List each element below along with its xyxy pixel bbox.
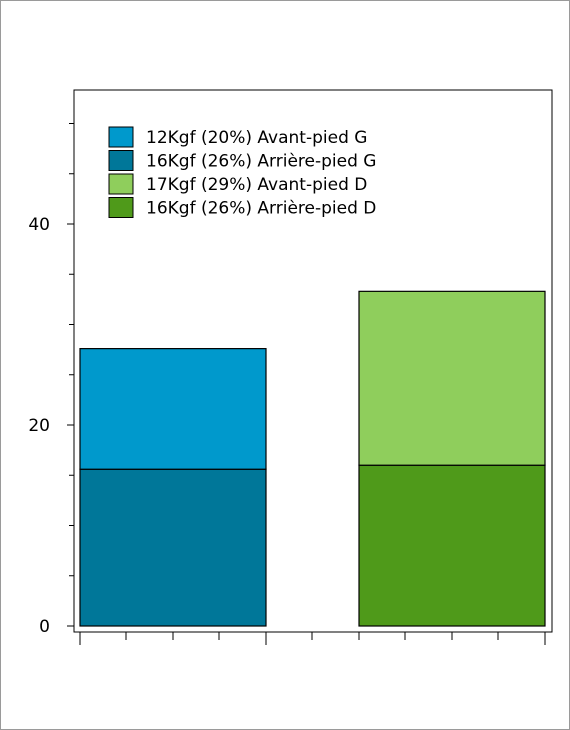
x-axis bbox=[79, 632, 546, 645]
legend-label-17kgf-29-avant-pied-d: 17Kgf (29%) Avant-pied D bbox=[146, 175, 367, 195]
bar-segment-16kgf-26-arri-re-pied-d bbox=[358, 464, 546, 627]
legend: 12Kgf (20%) Avant-pied G 16Kgf (26%) Arri… bbox=[108, 126, 376, 219]
legend-swatch-12kgf-20-avant-pied-g bbox=[108, 126, 134, 148]
y-axis: 0 20 40 bbox=[28, 123, 74, 637]
bars-group bbox=[79, 290, 546, 627]
bar-segment-16kgf-26-arri-re-pied-g bbox=[79, 468, 267, 627]
bar-segment-17kgf-29-avant-pied-d bbox=[358, 290, 546, 466]
y-tick-label: 40 bbox=[28, 215, 50, 235]
legend-label-12kgf-20-avant-pied-g: 12Kgf (20%) Avant-pied G bbox=[146, 128, 367, 148]
bar-segment-12kgf-20-avant-pied-g bbox=[79, 348, 267, 470]
y-tick-label: 0 bbox=[39, 617, 50, 637]
legend-label-16kgf-26-arri-re-pied-g: 16Kgf (26%) Arrière-pied G bbox=[146, 152, 376, 172]
legend-swatch-16kgf-26-arri-re-pied-d bbox=[108, 197, 134, 218]
y-tick-label: 20 bbox=[28, 416, 50, 436]
legend-label-16kgf-26-arri-re-pied-d: 16Kgf (26%) Arrière-pied D bbox=[146, 199, 376, 219]
legend-swatch-17kgf-29-avant-pied-d bbox=[108, 173, 134, 195]
legend-swatch-16kgf-26-arri-re-pied-g bbox=[108, 150, 134, 171]
